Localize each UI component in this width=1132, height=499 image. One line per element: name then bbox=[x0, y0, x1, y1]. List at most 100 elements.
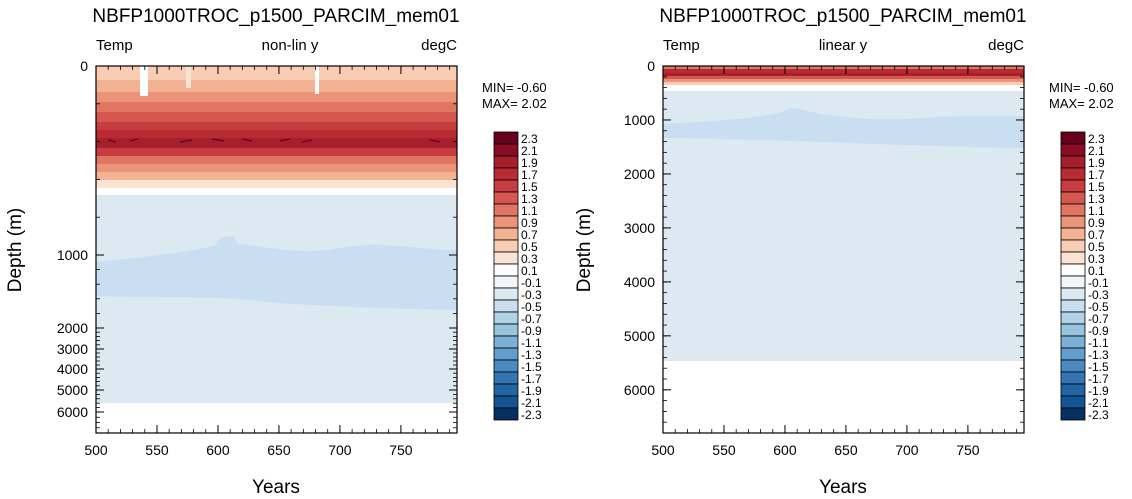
colorbar-swatch bbox=[1060, 251, 1086, 265]
core-warm-streaks bbox=[107, 138, 441, 143]
colorbar-swatch bbox=[1060, 179, 1086, 193]
colorbar-swatch bbox=[493, 371, 519, 385]
colorbar-swatch bbox=[493, 191, 519, 205]
intermediate-water-plume bbox=[663, 108, 1024, 148]
colorbar-label: -0.3 bbox=[521, 288, 542, 302]
colorbar-label: 0.7 bbox=[1088, 228, 1105, 242]
x-tick-label: 750 bbox=[389, 442, 413, 458]
colorbar-swatch bbox=[493, 359, 519, 373]
colorbar-label: -1.9 bbox=[521, 384, 542, 398]
colorbar-label: -1.1 bbox=[521, 336, 542, 350]
colorbar-label: -1.7 bbox=[521, 372, 542, 386]
colorbar-label: -1.3 bbox=[1088, 348, 1109, 362]
colorbar-swatch bbox=[1060, 227, 1086, 241]
header-center-label: linear y bbox=[819, 37, 868, 54]
colorbar-swatch bbox=[493, 179, 519, 193]
y-tick-label: 4000 bbox=[624, 274, 655, 290]
colorbar-swatch bbox=[493, 299, 519, 313]
x-tick-label: 500 bbox=[651, 442, 675, 458]
x-axis-right: 500 550 600 650 700 750 bbox=[651, 66, 1018, 458]
panel-left: NBFP1000TROC_p1500_PARCIM_mem01 Temp non… bbox=[5, 6, 547, 498]
panel-right: NBFP1000TROC_p1500_PARCIM_mem01 Temp lin… bbox=[574, 6, 1114, 498]
plot-frame bbox=[95, 65, 458, 434]
y-tick-label: 6000 bbox=[57, 404, 88, 420]
colorbar-label: 0.7 bbox=[521, 228, 538, 242]
colorbar-label: -0.7 bbox=[521, 312, 542, 326]
max-stat: MAX= 2.02 bbox=[482, 96, 547, 111]
colorbar-swatch bbox=[493, 311, 519, 325]
colorbar-label: 1.3 bbox=[521, 192, 538, 206]
colorbar-label: -2.3 bbox=[1088, 408, 1109, 422]
upper-layer-14 bbox=[96, 188, 457, 195]
surface-layer-7 bbox=[663, 85, 1024, 91]
y-tick-label: 1000 bbox=[624, 112, 655, 128]
surface-layer-4 bbox=[663, 76, 1024, 79]
upper-layer-09 bbox=[96, 148, 457, 156]
colorbar-label: -0.5 bbox=[521, 300, 542, 314]
upper-layer-11 bbox=[96, 164, 457, 172]
header-right-label: degC bbox=[421, 37, 457, 54]
min-stat: MIN= -0.60 bbox=[1049, 80, 1114, 95]
upper-layer-12 bbox=[96, 172, 457, 180]
surface-layer-6 bbox=[663, 82, 1024, 85]
x-tick-label: 550 bbox=[712, 442, 736, 458]
x-axis-label: Years bbox=[252, 477, 300, 498]
header-center-label: non-lin y bbox=[262, 37, 319, 54]
colorbar-swatch bbox=[493, 323, 519, 337]
colorbar-swatch bbox=[493, 407, 519, 421]
colorbar-label: -0.3 bbox=[1088, 288, 1109, 302]
colorbar-swatch bbox=[493, 251, 519, 265]
upper-layer-03 bbox=[96, 92, 457, 102]
plot-area bbox=[96, 66, 457, 433]
plot-area bbox=[663, 66, 1024, 433]
colorbar-label: 1.3 bbox=[1088, 192, 1105, 206]
y-tick-label: 3000 bbox=[624, 220, 655, 236]
upper-layer-05 bbox=[96, 112, 457, 122]
colorbar-label: 0.9 bbox=[521, 216, 538, 230]
x-axis-left: 500 550 600 650 700 750 bbox=[84, 66, 451, 458]
x-tick-label: 550 bbox=[145, 442, 169, 458]
y-axis-right: 0 1000 2000 3000 4000 5000 6000 bbox=[624, 58, 1025, 434]
y-axis-label: Depth (m) bbox=[5, 208, 26, 292]
colorbar-label: -0.5 bbox=[1088, 300, 1109, 314]
colorbar-label: -2.1 bbox=[521, 396, 542, 410]
colorbar-swatch bbox=[1060, 383, 1086, 397]
x-tick-label: 750 bbox=[956, 442, 980, 458]
surface-layer-3 bbox=[663, 73, 1024, 76]
upper-layer-13 bbox=[96, 180, 457, 188]
colorbar-swatch bbox=[1060, 143, 1086, 157]
y-axis-label: Depth (m) bbox=[574, 208, 595, 292]
chart-title: NBFP1000TROC_p1500_PARCIM_mem01 bbox=[659, 6, 1026, 27]
max-stat: MAX= 2.02 bbox=[1049, 96, 1114, 111]
colorbar-swatch bbox=[1060, 239, 1086, 253]
colorbar-label: 1.7 bbox=[1088, 168, 1105, 182]
surface-notch-2 bbox=[315, 66, 319, 94]
colorbar-label: 1.9 bbox=[1088, 156, 1105, 170]
colorbar-swatch bbox=[493, 239, 519, 253]
colorbar-swatch bbox=[1060, 203, 1086, 217]
colorbar-label: 2.3 bbox=[1088, 132, 1105, 146]
colorbar-label: -0.7 bbox=[1088, 312, 1109, 326]
colorbar-swatch bbox=[1060, 335, 1086, 349]
colorbar-label: 1.9 bbox=[521, 156, 538, 170]
upper-layer-07 bbox=[96, 130, 457, 138]
min-stat: MIN= -0.60 bbox=[482, 80, 547, 95]
surface-layer-2 bbox=[663, 69, 1024, 73]
colorbar-label: -1.7 bbox=[1088, 372, 1109, 386]
colorbar-swatch bbox=[1060, 323, 1086, 337]
colorbar-swatch bbox=[1060, 347, 1086, 361]
upper-layer-10 bbox=[96, 156, 457, 164]
colorbar-swatch bbox=[1060, 215, 1086, 229]
x-tick-label: 500 bbox=[84, 442, 108, 458]
colorbar-swatch bbox=[493, 275, 519, 289]
y-tick-label: 5000 bbox=[624, 328, 655, 344]
colorbar-swatch bbox=[1060, 359, 1086, 373]
colorbar-swatch bbox=[493, 167, 519, 181]
upper-layer-01 bbox=[96, 66, 457, 80]
colorbar-swatch bbox=[493, 215, 519, 229]
colorbar-label: 1.5 bbox=[1088, 180, 1105, 194]
x-tick-label: 650 bbox=[834, 442, 858, 458]
colorbar-swatch bbox=[1060, 155, 1086, 169]
colorbar-swatch bbox=[1060, 167, 1086, 181]
surface-layer-1 bbox=[663, 66, 1024, 69]
